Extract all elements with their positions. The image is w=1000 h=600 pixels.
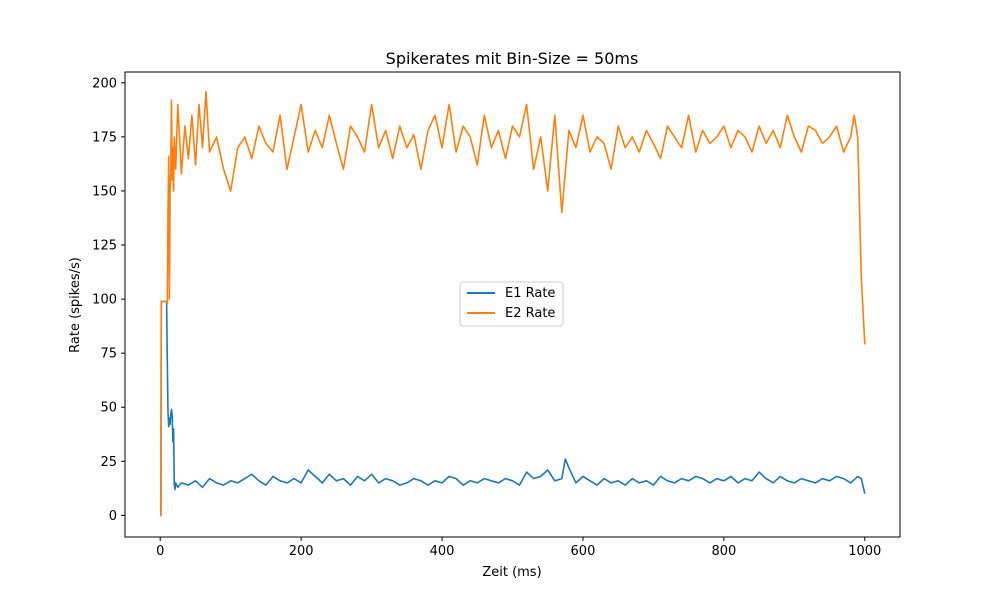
y-tick-label: 0 (109, 509, 117, 524)
y-tick-label: 100 (92, 293, 117, 308)
y-tick-label: 75 (100, 347, 117, 362)
x-tick-label: 200 (289, 544, 314, 559)
x-axis: 0 200 400 600 800 1000 (156, 537, 881, 559)
chart-title: Spikerates mit Bin-Size = 50ms (386, 49, 639, 68)
y-tick-label: 50 (100, 401, 117, 416)
y-axis: 0 25 50 75 100 125 150 175 200 (92, 76, 125, 524)
y-tick-label: 175 (92, 130, 117, 145)
y-tick-label: 150 (92, 184, 117, 199)
y-tick-label: 25 (100, 455, 117, 470)
series-line-2 (160, 90, 866, 517)
x-tick-label: 1000 (848, 544, 881, 559)
series-line-1 (160, 300, 866, 517)
y-axis-label: Rate (spikes/s) (68, 257, 83, 353)
x-tick-label: 400 (430, 544, 455, 559)
x-tick-label: 0 (156, 544, 164, 559)
x-tick-label: 800 (711, 544, 736, 559)
x-tick-label: 600 (571, 544, 596, 559)
x-axis-label: Zeit (ms) (482, 565, 541, 580)
legend-label-e2: E2 Rate (505, 306, 555, 321)
legend-label-e1: E1 Rate (505, 286, 555, 301)
plot-area (124, 71, 901, 538)
y-tick-label: 200 (92, 76, 117, 91)
y-tick-label: 125 (92, 239, 117, 254)
plot-lines (160, 90, 866, 517)
legend: E1 Rate E2 Rate (459, 281, 564, 327)
